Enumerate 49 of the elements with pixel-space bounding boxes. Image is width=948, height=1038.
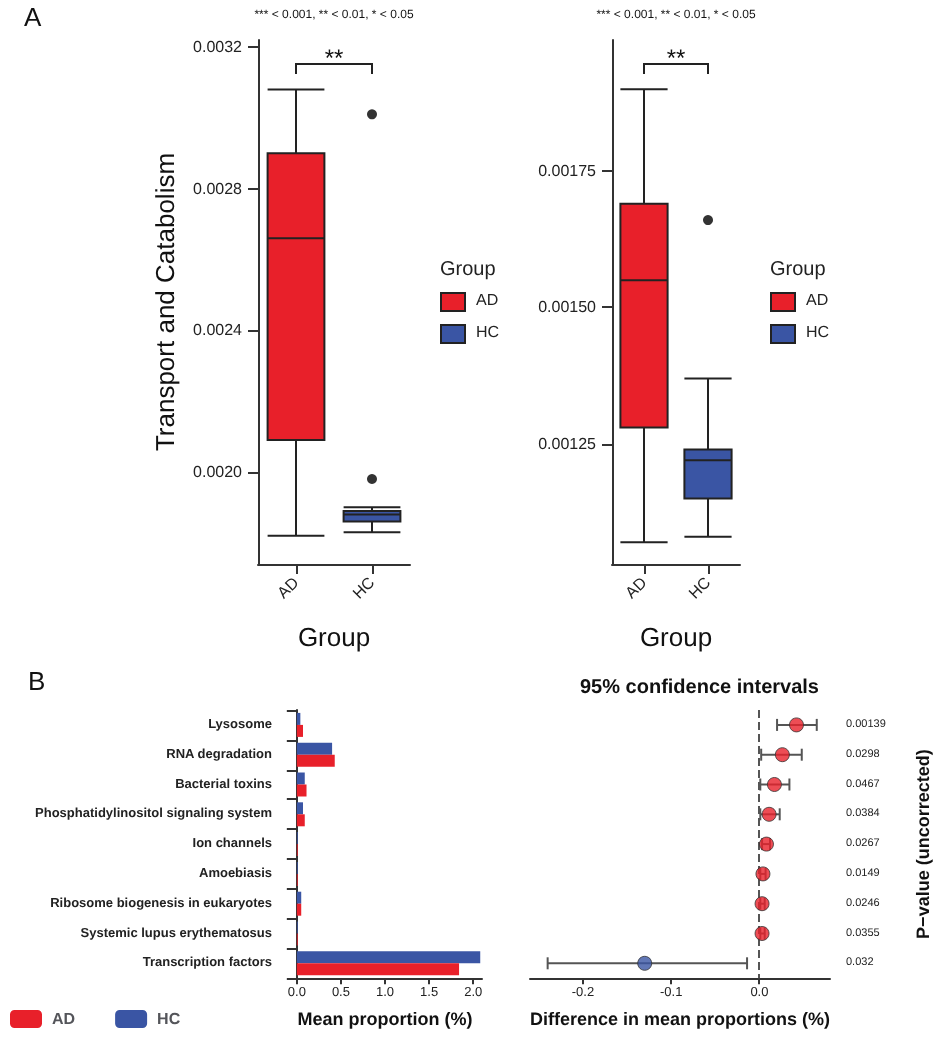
- y-axis-title: Transport and Catabolism: [150, 152, 180, 452]
- legend-title: Group: [770, 259, 827, 281]
- point: [761, 806, 777, 822]
- y-tick-label: 0.00125: [538, 434, 598, 453]
- legend-title: Group: [440, 259, 497, 281]
- text: B: [28, 666, 46, 696]
- bar: [296, 724, 303, 737]
- bar: [296, 742, 333, 755]
- legend-label: AD: [476, 291, 499, 309]
- annotation: **: [324, 44, 344, 72]
- bar: [296, 772, 305, 785]
- bar: [296, 903, 302, 916]
- x-tick-label: AD: [273, 573, 303, 603]
- x-axis-title: Group: [297, 622, 371, 652]
- bar: [296, 802, 303, 815]
- bar: [296, 891, 302, 904]
- annotation: **: [666, 44, 686, 72]
- point: [637, 955, 653, 971]
- point: [755, 866, 771, 882]
- point: [788, 717, 804, 733]
- x-tick-label: HC: [349, 573, 379, 603]
- point: [774, 747, 790, 763]
- legend-label: HC: [476, 323, 500, 341]
- y-tick-label: 0.0032: [193, 38, 244, 57]
- point: [754, 896, 770, 912]
- bar: [296, 754, 335, 767]
- legend-label: AD: [806, 291, 829, 309]
- y-tick-label: 0.0028: [193, 179, 244, 198]
- bar: [296, 784, 307, 797]
- legend-label: HC: [157, 1010, 181, 1028]
- point: [766, 777, 782, 792]
- legend-label: AD: [52, 1010, 76, 1028]
- y-axis-title: P−value (uncorrected): [913, 749, 933, 939]
- x-tick-label: HC: [685, 573, 715, 603]
- y-tick-label: 0.00150: [538, 298, 598, 317]
- y-tick-label: 0.0020: [193, 462, 244, 481]
- point: [754, 926, 770, 941]
- x-axis-title: Mean proportion (%): [297, 1009, 473, 1029]
- bar: [296, 814, 305, 827]
- x-axis-title: Group: [639, 622, 713, 652]
- chart-title: 95% confidence intervals: [580, 677, 820, 699]
- y-tick-label: 0.0024: [193, 321, 244, 340]
- x-tick-label: AD: [621, 573, 651, 603]
- bar: [296, 963, 460, 976]
- y-tick-label: 0.00175: [538, 162, 598, 180]
- bar: [296, 951, 481, 964]
- legend-label: HC: [806, 323, 830, 341]
- text: A: [24, 2, 42, 32]
- x-axis-title: Difference in mean proportions (%): [529, 1009, 831, 1029]
